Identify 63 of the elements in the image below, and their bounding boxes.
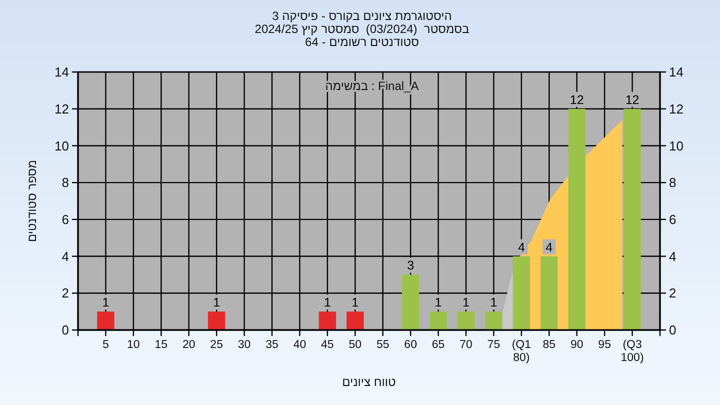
chart-title: היסטוגרמת ציונים בקורס - פיסיקה 3 (272, 9, 452, 23)
y2-tick-label: 4 (669, 248, 676, 264)
data-label: 1 (213, 296, 220, 310)
y2-tick-label: 6 (669, 212, 676, 227)
bar (97, 312, 114, 330)
x-tick-label: (Q3 100) (620, 339, 644, 364)
x-tick-label: 90 (570, 339, 584, 351)
y2-tick-label: 8 (669, 175, 676, 190)
data-label: 1 (434, 296, 442, 310)
bar (430, 312, 447, 330)
y-tick-label: 8 (62, 175, 69, 190)
x-tick-label: 95 (598, 339, 611, 351)
chart-subtitle: בסמסטר (03/2024) סמסטר קיץ 2024/25 סטודנטים רשומים - 64 (254, 22, 470, 49)
y2-tick-label: 10 (669, 138, 684, 154)
y-tick-label: 10 (54, 138, 69, 154)
x-tick-label: 60 (404, 339, 417, 351)
y-axis-title: מספר סטודנטים (25, 160, 39, 242)
x-tick-label: 65 (432, 339, 445, 351)
bar (402, 274, 420, 330)
y-tick-label: 2 (62, 286, 69, 301)
data-label: 1 (102, 296, 110, 310)
x-tick-label: 50 (348, 339, 362, 351)
y-tick-label: 14 (54, 64, 69, 80)
y-tick-label: 6 (62, 212, 69, 227)
x-tick-label: 30 (238, 339, 251, 351)
y2-tick-label: 0 (669, 322, 676, 338)
data-label: 12 (625, 92, 640, 107)
x-tick-label: 10 (127, 339, 140, 351)
x-tick-label: 15 (154, 339, 168, 351)
x-tick-label: 5 (102, 339, 109, 351)
bar (208, 312, 226, 330)
bar (540, 256, 558, 330)
data-label: 3 (407, 258, 414, 273)
data-label: 4 (546, 240, 553, 254)
data-label: 4 (518, 240, 525, 254)
y-tick-label: 12 (54, 101, 69, 116)
data-label: 1 (462, 296, 470, 310)
x-tick-label: 85 (542, 339, 556, 351)
data-label: 1 (324, 296, 331, 310)
bar (485, 312, 502, 330)
y2-tick-label: 12 (669, 101, 684, 116)
data-label: 1 (490, 296, 498, 310)
y-tick-label: 4 (62, 248, 69, 264)
x-tick-label: 70 (460, 339, 472, 351)
x-axis-title: טווח ציונים (342, 375, 396, 389)
x-tick-label: (Q1 80) (512, 339, 532, 364)
bar (318, 312, 336, 330)
data-label: 12 (570, 92, 584, 107)
y-tick-label: 0 (62, 322, 69, 338)
bar (346, 312, 364, 330)
x-tick-label: 20 (182, 339, 196, 351)
x-tick-label: 35 (266, 339, 278, 351)
bar (568, 108, 586, 330)
bar (457, 312, 475, 330)
data-label: 1 (352, 296, 359, 310)
x-tick-label: 55 (376, 339, 390, 351)
x-tick-label: 75 (487, 339, 500, 351)
x-tick-label: 40 (293, 339, 306, 351)
x-tick-label: 25 (210, 339, 223, 351)
bar (624, 108, 641, 330)
x-tick-label: 45 (321, 339, 334, 351)
y2-tick-label: 2 (669, 286, 676, 301)
y2-tick-label: 14 (669, 64, 684, 80)
